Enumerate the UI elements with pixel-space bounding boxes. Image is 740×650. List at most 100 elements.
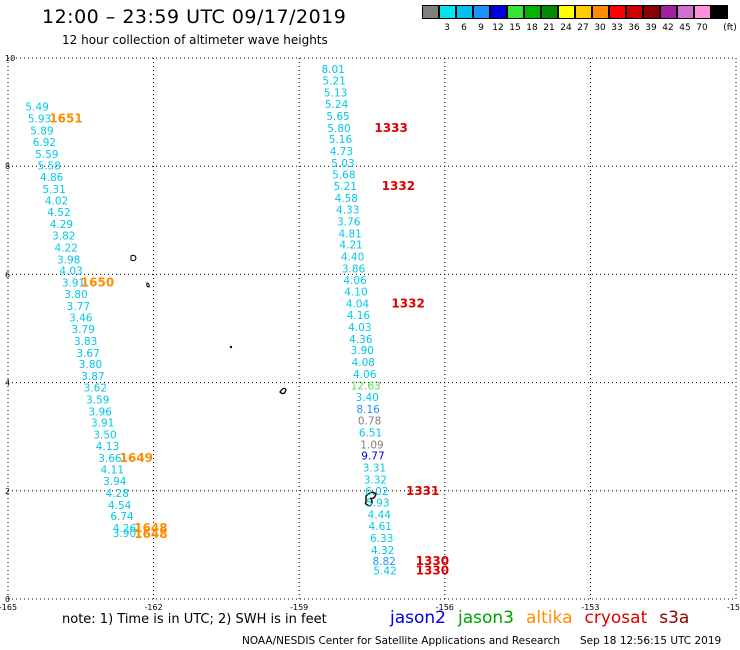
satellite-name: altika [526,608,573,628]
pass-number-label: 1331 [406,484,439,498]
legend-swatch [643,5,660,19]
legend-label: 12 [492,23,504,33]
footer-credit: NOAA/NESDIS Center for Satellite Applica… [242,635,560,647]
legend-label: 21 [543,23,555,33]
lat-tick-label: 8 [5,162,10,171]
legend-label: 27 [577,23,589,33]
wave-height-value: 5.80 [327,123,350,135]
wave-height-value: 5.58 [38,161,61,173]
lon-tick-label: -159 [290,603,308,612]
wave-height-value: 5.16 [329,134,353,146]
legend-label: 6 [461,23,467,33]
wave-height-value: 3.80 [64,289,87,301]
wave-height-value: 3.62 [84,382,107,394]
wave-height-value: 4.02 [45,195,68,207]
island-outline [279,387,287,395]
axis-ticks: -165 -162 -159 -156 -153 -150 0 2 4 6 8 10 [0,54,740,612]
wave-height-value: 6.33 [370,533,393,545]
wave-height-value: 4.03 [348,322,371,334]
wave-height-value: 4.32 [371,545,394,557]
lon-tick-label: -150 [727,603,740,612]
pass-number-label: 1648 [134,527,167,541]
wave-height-value: 5.42 [373,565,396,577]
wave-height-value: 4.16 [347,310,371,322]
wave-height-value: 4.36 [349,334,373,346]
wave-height-value: 8.82 [372,556,395,568]
wave-height-value: 3.86 [342,263,366,275]
wave-height-value: 4.04 [346,299,370,311]
pass-number-label: 1650 [81,276,114,290]
wave-height-value: 9.77 [361,451,384,463]
legend-label: 45 [679,23,691,33]
wave-height-value: 4.52 [47,207,70,219]
wave-height-value: 3.90 [351,345,374,357]
wave-height-value: 3.59 [86,394,109,406]
legend-label: 33 [611,23,623,33]
wave-height-value: 3.79 [72,324,95,336]
wave-height-value: 4.06 [353,369,377,381]
legend-unit: (ft) [723,23,737,33]
legend-swatch [660,5,677,19]
legend-label: 30 [594,23,606,33]
pass-number-label: 1332 [391,297,424,311]
wave-height-value: 3.40 [355,392,378,404]
satellite-name: cryosat [584,608,648,628]
altimeter-track-right: 8.015.215.135.245.655.805.164.735.035.68… [321,64,396,578]
wave-height-value: 3.76 [337,216,361,228]
lat-tick-label: 0 [5,595,10,604]
wave-height-value: 5.93 [28,114,51,126]
pass-number-label: 1333 [374,121,407,135]
wave-height-value: 3.46 [69,313,93,325]
wave-height-value: 4.81 [338,228,361,240]
legend-swatch [711,5,728,19]
island-outlines [130,254,377,507]
wave-height-value: 4.54 [108,500,132,512]
island-outline [146,282,150,288]
wave-height-value: 4.44 [368,510,392,522]
wave-height-value: 3.82 [52,230,75,242]
wave-height-value: 0.78 [358,415,381,427]
lat-tick-label: 4 [5,379,10,388]
lat-tick-label: 6 [5,270,10,279]
satellite-legend: jason2 jason3 altika cryosat s3a [390,608,701,628]
wave-height-value: 3.94 [103,476,127,488]
legend-label: 3 [444,23,450,33]
wave-height-value: 4.33 [336,204,359,216]
legend-swatch [507,5,524,19]
legend-swatch [558,5,575,19]
legend-swatch [694,5,711,19]
legend-swatch [626,5,643,19]
footer-note: note: 1) Time is in UTC; 2) SWH is in fe… [62,612,327,627]
map-grid [7,57,737,600]
wave-height-value: 3.91 [62,278,85,290]
pass-number-label: 1651 [49,112,82,126]
wave-height-value: 3.32 [364,474,387,486]
lon-tick-label: -162 [145,603,163,612]
lat-tick-label: 10 [5,54,15,63]
wave-height-value: 4.22 [55,242,78,254]
wave-height-value: 3.83 [74,336,97,348]
wave-height-value: 4.10 [344,287,367,299]
lon-tick-label: -156 [436,603,454,612]
wave-height-value: 3.90 [113,528,136,540]
legend-swatch [609,5,626,19]
wave-height-value: 4.86 [40,172,64,184]
wave-height-value: 5.65 [326,111,349,123]
legend-label: 24 [560,23,572,33]
satellite-name: jason2 [390,608,446,628]
wave-height-value: 4.13 [96,441,119,453]
legend-swatch [541,5,558,19]
wave-height-value: 5.49 [25,102,48,114]
satellite-name: jason3 [458,608,514,628]
legend-label: 9 [478,23,484,33]
island-outline [229,345,233,349]
wave-height-value: 5.68 [332,169,355,181]
legend-label: 42 [662,23,674,33]
legend-label: 18 [526,23,538,33]
wave-height-value: 4.58 [335,193,358,205]
island-outline [130,254,137,262]
lon-tick-label: -153 [581,603,599,612]
wave-height-value: 5.89 [30,125,53,137]
